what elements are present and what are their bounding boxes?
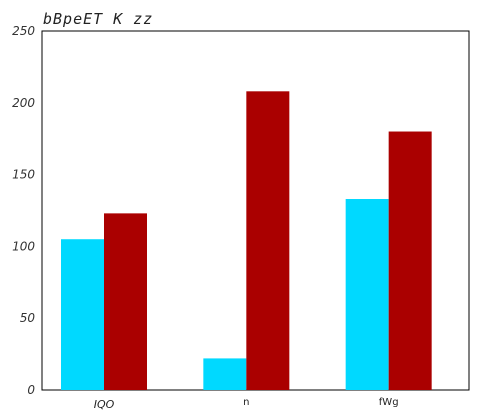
bar-n-series-1 [203, 358, 247, 390]
y-axis: 0 50 100 150 200 250 [12, 24, 35, 397]
bar-fWg-series-2 [388, 131, 432, 390]
bar-fWg-series-1 [345, 199, 389, 390]
y-tick-label: 250 [12, 24, 35, 38]
bar-n-series-2 [246, 91, 290, 390]
y-tick-label: 150 [12, 168, 35, 182]
bar-IQO-series-1 [61, 239, 104, 390]
bar-IQO-series-2 [104, 213, 147, 390]
x-tick-label: IQO [94, 398, 115, 411]
x-tick-label: fWg [379, 397, 399, 408]
chart-title: bBpeET K zz [43, 10, 153, 28]
y-tick-label: 100 [12, 239, 35, 253]
y-tick-label: 200 [12, 96, 35, 110]
x-tick-label: n [243, 397, 249, 408]
y-tick-label: 0 [27, 383, 35, 397]
y-tick-label: 50 [20, 311, 36, 325]
x-axis: IQO n fWg [94, 397, 399, 411]
bars-group [61, 91, 432, 390]
